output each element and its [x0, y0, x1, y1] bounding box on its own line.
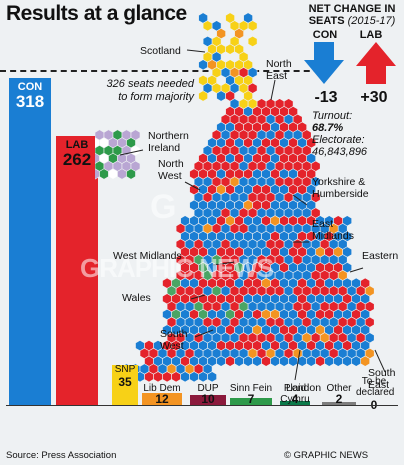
bar-label-plaid-cymru: Plaid Cymru: [280, 383, 310, 405]
page-title: Results at a glance: [6, 2, 187, 25]
bar-other: [322, 402, 356, 405]
credit-note: © GRAPHIC NEWS: [284, 450, 369, 461]
seat-hex: [162, 371, 172, 383]
turnout-label: Turnout:: [312, 110, 353, 122]
net-change-con-value: -13: [314, 89, 338, 106]
region-north-east: North East: [266, 58, 292, 82]
seat-hex: [315, 355, 325, 367]
seat-hex: [270, 355, 280, 367]
seat-hex: [189, 371, 199, 383]
seat-hex: [198, 59, 208, 71]
bar-label-lab: LAB: [65, 138, 89, 151]
region-yorkshire: Yorkshire & Humberside: [312, 176, 369, 200]
seat-hex: [225, 43, 235, 55]
majority-note: 326 seats needed to form majority: [106, 78, 194, 103]
bar-label-dup: DUP: [197, 383, 219, 394]
seat-hex: [207, 371, 217, 383]
seat-hex: [288, 355, 298, 367]
seat-hex: [247, 20, 258, 32]
region-east-midlands: East Midlands: [312, 218, 355, 242]
region-south-east: South East: [368, 367, 396, 391]
hex-map: [95, 12, 386, 383]
bar-value-other: 2: [335, 392, 343, 406]
bar-value-dup: 10: [201, 392, 215, 406]
bar-label-con: CON: [17, 81, 43, 94]
seat-hex: [279, 355, 289, 367]
bar-baseline: [6, 405, 398, 406]
bar-con: [9, 78, 51, 405]
seat-hex: [198, 90, 208, 102]
seat-hex: [351, 355, 362, 367]
bar-value-con: 318: [15, 92, 45, 112]
electorate-label: Electorate:: [312, 134, 365, 146]
seat-hex: [117, 168, 127, 180]
region-eastern: Eastern: [362, 250, 399, 262]
bar-value-sinn-fein: 7: [247, 392, 255, 406]
seat-hex: [247, 35, 258, 47]
seat-hex: [216, 355, 226, 367]
seat-hex: [153, 371, 163, 383]
net-change-arrows: [304, 42, 396, 84]
seat-hex: [261, 355, 271, 367]
net-change-title: NET CHANGE IN SEATS (2015-17): [300, 3, 404, 27]
net-change-con-label: CON: [312, 29, 338, 41]
seat-hex: [252, 355, 262, 367]
bar-label-snp: SNP: [114, 364, 136, 375]
bar-sinn-fein: [230, 398, 272, 405]
bar-label-sinn-fein: Sinn Fein: [229, 383, 273, 394]
seat-hex: [333, 355, 343, 367]
region-north-west: North West: [158, 158, 184, 182]
bar-value-lab: 262: [62, 149, 92, 169]
bar-label-to-be-declared: To be declared: [356, 376, 395, 398]
bar-label-lib-dem: Lib Dem: [143, 383, 181, 394]
net-change-lab-label: LAB: [359, 29, 383, 41]
bar-label-other: Other: [326, 383, 352, 394]
net-change-lab-value: +30: [360, 89, 388, 106]
majority-line: [0, 70, 330, 72]
region-south-west: South West: [160, 328, 188, 352]
bar-snp: [112, 365, 138, 405]
seat-hex: [225, 355, 235, 367]
seat-hex: [306, 355, 316, 367]
region-scotland: Scotland: [140, 45, 181, 57]
seat-hex: [126, 168, 136, 180]
bar-lab: [56, 135, 98, 405]
region-west-midlands: West Midlands: [113, 250, 182, 262]
bar-value-snp: 35: [118, 375, 132, 389]
seat-hex: [324, 355, 334, 367]
seat-hex: [171, 371, 181, 383]
bar-plaid-cymru: [280, 401, 310, 405]
up-arrow-icon: [356, 42, 396, 84]
down-arrow-icon: [304, 42, 344, 84]
net-change-heading: NET CHANGE IN SEATS: [308, 3, 396, 27]
seat-hex: [360, 355, 371, 367]
seat-hex: [342, 355, 353, 367]
turnout-value: 68.7%: [312, 122, 344, 134]
seat-hex: [216, 90, 226, 102]
bar-dup: [190, 395, 226, 405]
turnout-stats: Turnout: 68.7% Electorate: 46,843,896: [312, 110, 367, 158]
seat-hex: [234, 355, 244, 367]
bar-lib-dem: [142, 393, 182, 405]
seat-hex: [99, 168, 109, 180]
region-northern-ireland: Northern Ireland: [148, 130, 189, 154]
region-wales: Wales: [122, 292, 151, 304]
seat-hex: [198, 371, 208, 383]
electorate-value: 46,843,896: [312, 146, 368, 158]
watermark-logo: G: [150, 188, 176, 226]
seat-hex: [243, 355, 253, 367]
region-london: London: [286, 382, 322, 394]
hex-map-cells: [95, 12, 375, 383]
seat-hex: [180, 371, 190, 383]
bar-value-plaid-cymru: 4: [291, 392, 299, 406]
source-note: Source: Press Association: [6, 450, 117, 461]
seat-hex: [108, 168, 118, 180]
region-leader-lines: [119, 49, 386, 381]
seat-hex: [202, 20, 213, 32]
watermark-text: GRAPHIC NEWS: [80, 253, 274, 283]
net-change-years: (2015-17): [347, 15, 396, 27]
bar-value-lib-dem: 12: [155, 392, 169, 406]
